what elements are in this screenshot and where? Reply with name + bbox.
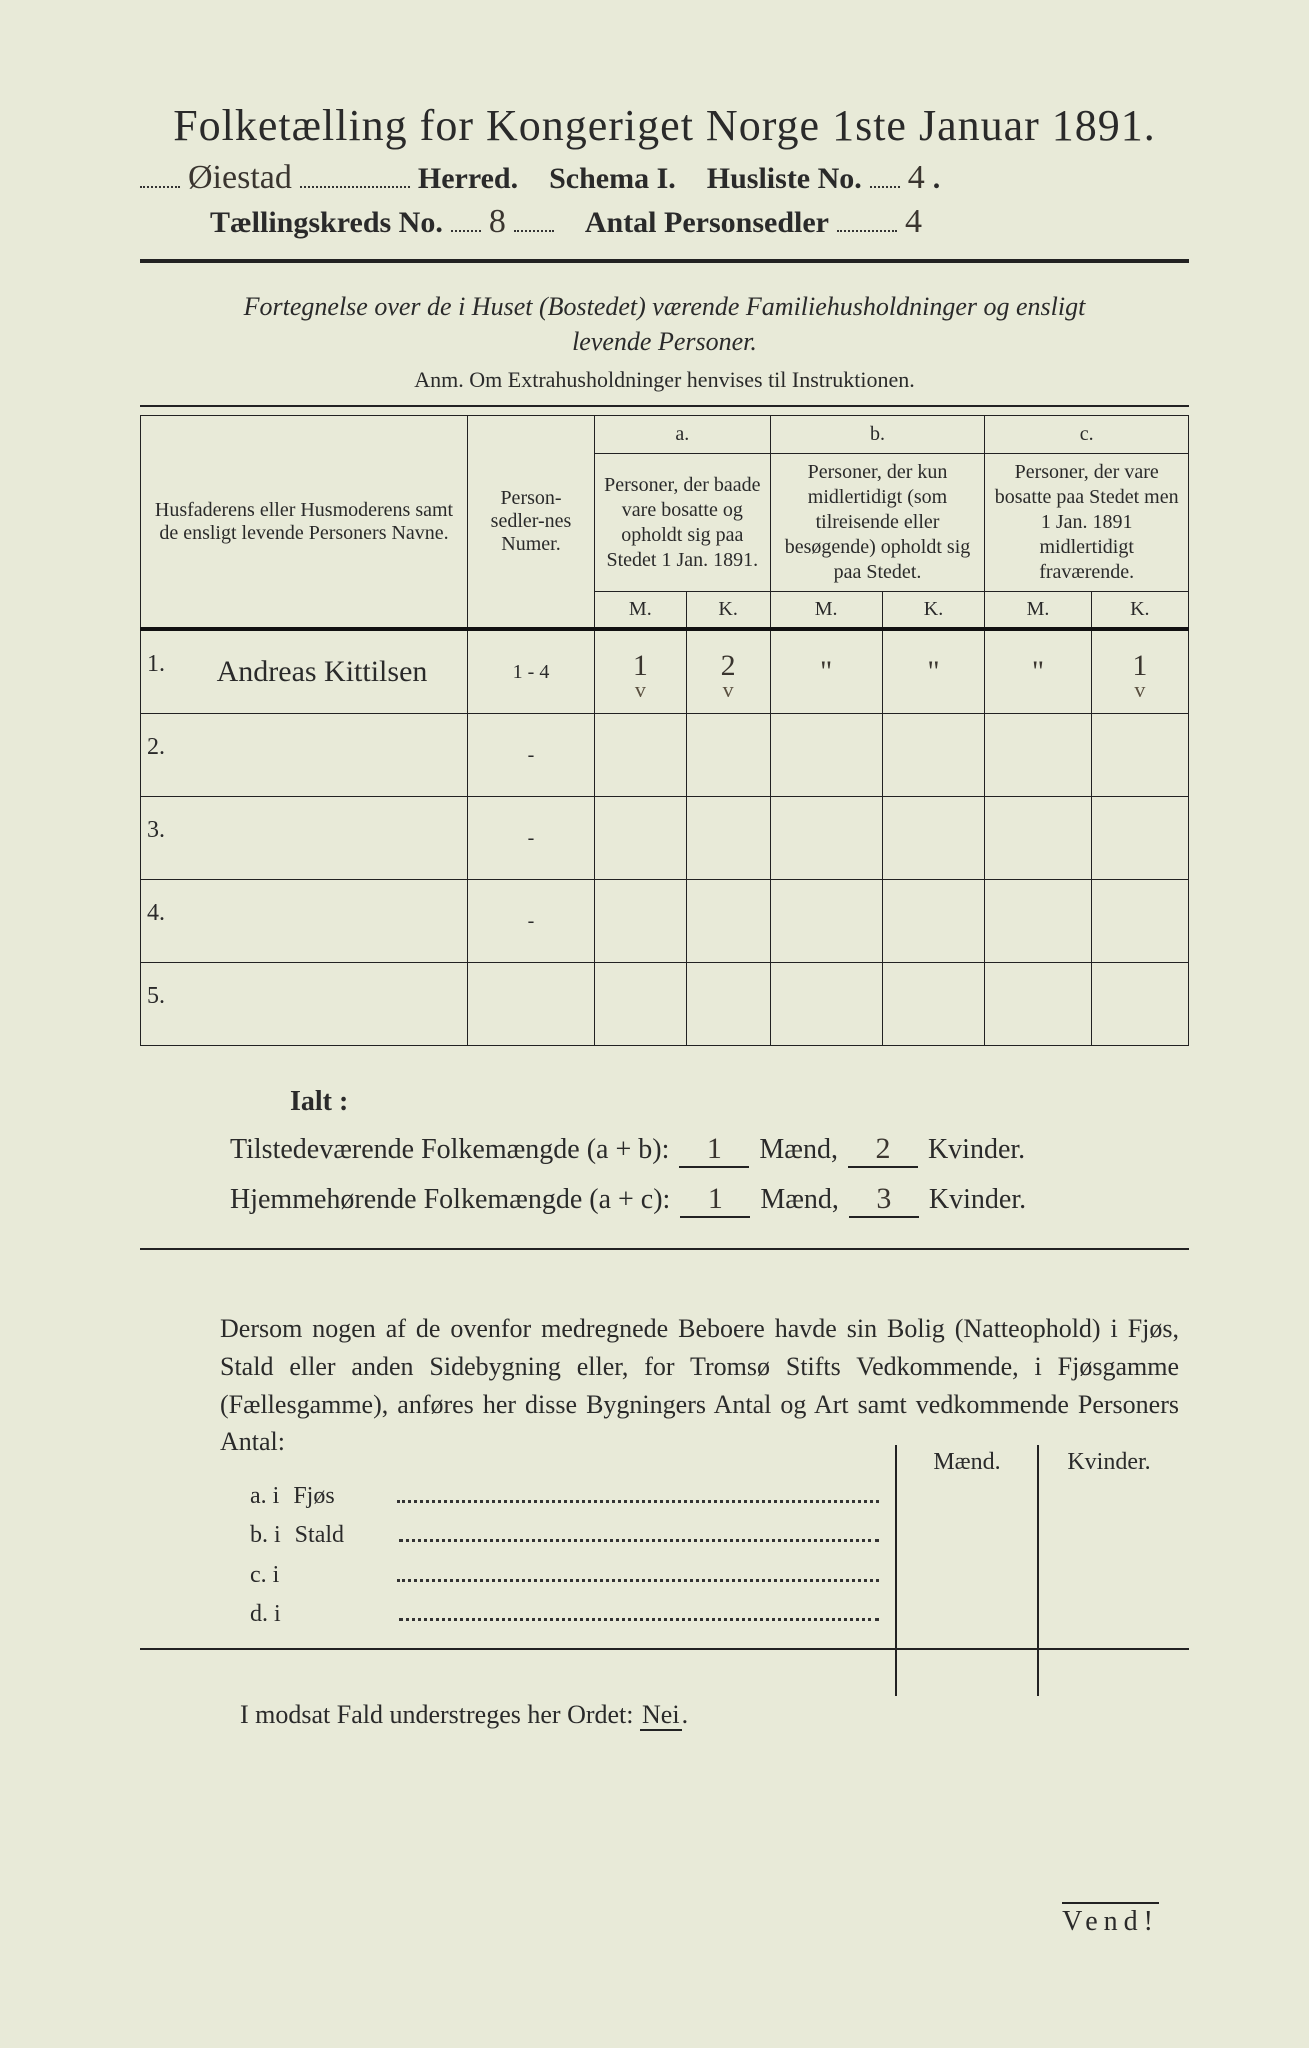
- husliste-value: 4: [908, 159, 925, 197]
- cell-bM: [770, 714, 882, 797]
- hjemme-m: 1: [680, 1182, 750, 1218]
- cell-aM: [595, 963, 687, 1046]
- page-title: Folketælling for Kongeriget Norge 1ste J…: [140, 100, 1189, 151]
- table-row: 3.-: [141, 797, 1189, 880]
- antal-value: 4: [905, 203, 922, 241]
- cell-aM: [595, 880, 687, 963]
- cell-num: 1 - 4: [468, 629, 595, 714]
- cell-num: [468, 963, 595, 1046]
- grp-a-tag: a.: [595, 416, 771, 454]
- cell-cM: [985, 963, 1091, 1046]
- tilstede-k: 2: [848, 1132, 918, 1168]
- tilstede-label: Tilstedeværende Folkemængde (a + b):: [230, 1134, 669, 1166]
- vend-label: Vend!: [1062, 1902, 1159, 1938]
- cell-aK: 2v: [686, 629, 770, 714]
- grp-c-head: Personer, der vare bosatte paa Stedet me…: [985, 454, 1189, 592]
- form-description: Fortegnelse over de i Huset (Bostedet) v…: [220, 289, 1109, 359]
- cell-bM: [770, 797, 882, 880]
- totals-block: Ialt : Tilstedeværende Folkemængde (a + …: [230, 1086, 1189, 1218]
- cell-aK: [686, 963, 770, 1046]
- cell-aK: [686, 797, 770, 880]
- divider: [140, 1248, 1189, 1250]
- cell-bM: ": [770, 629, 882, 714]
- cell-cM: ": [985, 629, 1091, 714]
- name-cell: 1.Andreas Kittilsen: [141, 629, 468, 714]
- kreds-value: 8: [489, 203, 506, 241]
- hjemme-label: Hjemmehørende Folkemængde (a + c):: [230, 1184, 670, 1216]
- hjemme-k: 3: [849, 1182, 919, 1218]
- census-table: Husfaderens eller Husmoderens samt de en…: [140, 415, 1189, 1046]
- col-head-name: Husfaderens eller Husmoderens samt de en…: [141, 416, 468, 630]
- person-name: Andreas Kittilsen: [217, 655, 428, 688]
- grp-b-tag: b.: [770, 416, 985, 454]
- sb-maend-col: Mænd.: [895, 1445, 1037, 1696]
- tilstede-m: 1: [679, 1132, 749, 1168]
- table-row: 5.: [141, 963, 1189, 1046]
- cell-bM: [770, 880, 882, 963]
- cell-cM: [985, 797, 1091, 880]
- grp-b-head: Personer, der kun midlertidigt (som tilr…: [770, 454, 985, 592]
- herred-label: Herred.: [418, 162, 518, 196]
- cell-cK: [1091, 714, 1188, 797]
- divider: [140, 405, 1189, 407]
- cell-bM: [770, 963, 882, 1046]
- sidebuilding-block: Mænd. Kvinder. a. iFjøsb. iStaldc. id. i: [250, 1481, 1179, 1628]
- table-row: 2.-: [141, 714, 1189, 797]
- grp-a-head: Personer, der baade vare bosatte og opho…: [595, 454, 771, 592]
- col-c-k: K.: [1091, 592, 1188, 630]
- cell-num: -: [468, 880, 595, 963]
- col-b-k: K.: [882, 592, 985, 630]
- col-c-m: M.: [985, 592, 1091, 630]
- name-cell: 5.: [141, 963, 468, 1046]
- cell-aK: [686, 880, 770, 963]
- sidebuilding-paragraph: Dersom nogen af de ovenfor medregnede Be…: [220, 1310, 1179, 1461]
- table-row: 1.Andreas Kittilsen1 - 41v2v"""1v: [141, 629, 1189, 714]
- header-line-2: Tællingskreds No. 8 Antal Personsedler 4: [210, 203, 1189, 241]
- cell-bK: [882, 714, 985, 797]
- cell-num: -: [468, 797, 595, 880]
- cell-cK: [1091, 880, 1188, 963]
- cell-num: -: [468, 714, 595, 797]
- cell-bK: [882, 963, 985, 1046]
- grp-c-tag: c.: [985, 416, 1189, 454]
- cell-cM: [985, 880, 1091, 963]
- cell-cM: [985, 714, 1091, 797]
- col-a-k: K.: [686, 592, 770, 630]
- sb-kvinder-col: Kvinder.: [1037, 1445, 1179, 1696]
- antal-label: Antal Personsedler: [585, 206, 829, 240]
- col-b-m: M.: [770, 592, 882, 630]
- col-a-m: M.: [595, 592, 687, 630]
- header-line-1: Øiestad Herred. Schema I. Husliste No. 4…: [140, 159, 1189, 197]
- cell-cK: 1v: [1091, 629, 1188, 714]
- kreds-label: Tællingskreds No.: [210, 206, 443, 240]
- col-head-num: Person-sedler-nes Numer.: [468, 416, 595, 630]
- name-cell: 3.: [141, 797, 468, 880]
- cell-bK: [882, 880, 985, 963]
- cell-bK: [882, 797, 985, 880]
- schema-label: Schema I.: [549, 162, 676, 196]
- name-cell: 4.: [141, 880, 468, 963]
- ialt-label: Ialt :: [290, 1086, 1189, 1118]
- cell-aM: 1v: [595, 629, 687, 714]
- form-note: Anm. Om Extrahusholdninger henvises til …: [140, 367, 1189, 393]
- table-row: 4.-: [141, 880, 1189, 963]
- cell-cK: [1091, 963, 1188, 1046]
- cell-aK: [686, 714, 770, 797]
- cell-aM: [595, 797, 687, 880]
- husliste-label: Husliste No.: [707, 162, 862, 196]
- name-cell: 2.: [141, 714, 468, 797]
- nei-word: Nei: [640, 1700, 682, 1731]
- cell-bK: ": [882, 629, 985, 714]
- herred-value: Øiestad: [188, 159, 292, 197]
- divider: [140, 259, 1189, 263]
- nei-line: I modsat Fald understreges her Ordet: Ne…: [240, 1700, 1189, 1730]
- cell-aM: [595, 714, 687, 797]
- cell-cK: [1091, 797, 1188, 880]
